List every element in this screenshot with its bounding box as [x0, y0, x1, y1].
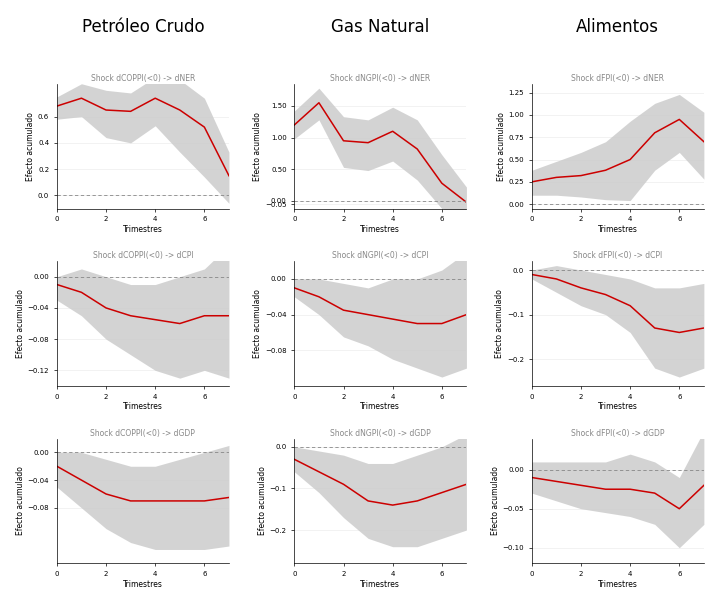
Title: Shock dNGPI(<0) -> dNER: Shock dNGPI(<0) -> dNER	[331, 74, 430, 83]
X-axis label: Trimestres: Trimestres	[360, 225, 400, 234]
X-axis label: Trimestres: Trimestres	[598, 225, 638, 234]
X-axis label: Trimestres: Trimestres	[598, 580, 638, 589]
Y-axis label: Efecto acumulado: Efecto acumulado	[496, 289, 504, 358]
X-axis label: Trimestres: Trimestres	[360, 580, 400, 589]
Title: Shock dNGPI(<0) -> dGDP: Shock dNGPI(<0) -> dGDP	[330, 429, 431, 438]
Title: Shock dCOPPI(<0) -> dNER: Shock dCOPPI(<0) -> dNER	[91, 74, 195, 83]
Title: Shock dCOPPI(<0) -> dGDP: Shock dCOPPI(<0) -> dGDP	[90, 429, 196, 438]
Title: Shock dCOPPI(<0) -> dCPI: Shock dCOPPI(<0) -> dCPI	[92, 251, 193, 260]
Y-axis label: Efecto acumulado: Efecto acumulado	[497, 111, 506, 181]
X-axis label: Trimestres: Trimestres	[123, 225, 163, 234]
Text: Gas Natural: Gas Natural	[331, 18, 429, 36]
X-axis label: Trimestres: Trimestres	[123, 580, 163, 589]
X-axis label: Trimestres: Trimestres	[360, 403, 400, 412]
Y-axis label: Efecto acumulado: Efecto acumulado	[253, 289, 262, 358]
Y-axis label: Efecto acumulado: Efecto acumulado	[258, 467, 267, 535]
X-axis label: Trimestres: Trimestres	[598, 403, 638, 412]
Y-axis label: Efecto acumulado: Efecto acumulado	[16, 467, 25, 535]
X-axis label: Trimestres: Trimestres	[123, 403, 163, 412]
Title: Shock dNGPI(<0) -> dCPI: Shock dNGPI(<0) -> dCPI	[332, 251, 429, 260]
Title: Shock dFPI(<0) -> dNER: Shock dFPI(<0) -> dNER	[572, 74, 664, 83]
Y-axis label: Efecto acumulado: Efecto acumulado	[491, 467, 500, 535]
Title: Shock dFPI(<0) -> dCPI: Shock dFPI(<0) -> dCPI	[573, 251, 663, 260]
Title: Shock dFPI(<0) -> dGDP: Shock dFPI(<0) -> dGDP	[571, 429, 665, 438]
Y-axis label: Efecto acumulado: Efecto acumulado	[26, 111, 36, 181]
Text: Alimentos: Alimentos	[577, 18, 659, 36]
Y-axis label: Efecto acumulado: Efecto acumulado	[253, 111, 262, 181]
Text: Petróleo Crudo: Petróleo Crudo	[82, 18, 204, 36]
Y-axis label: Efecto acumulado: Efecto acumulado	[16, 289, 25, 358]
